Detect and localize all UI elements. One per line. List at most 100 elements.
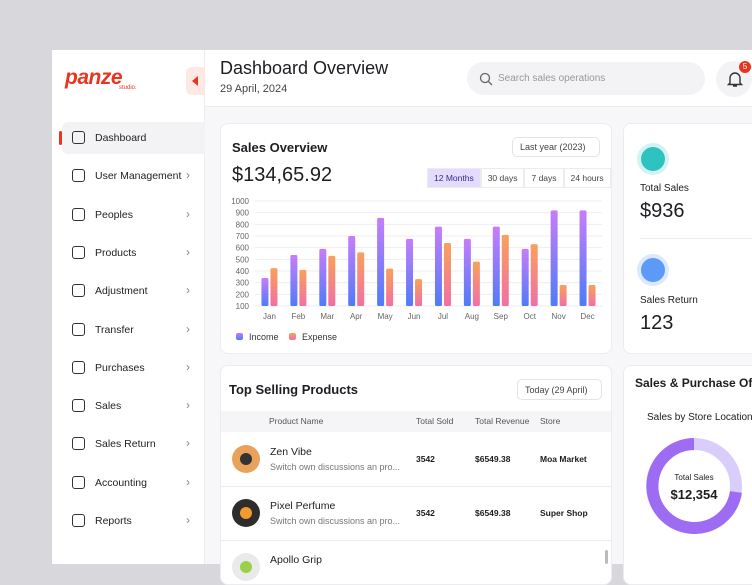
column-header: Store [540,416,561,426]
subtitle: Sales by Store Location [647,412,752,423]
divider [640,238,752,239]
nav-icon [72,475,85,489]
stat-label: Sales Return [640,295,698,306]
sales-overview-card [220,123,612,354]
nav-item[interactable]: Transfer › [62,314,205,346]
nav-item[interactable]: Adjustment › [62,275,205,307]
stat-value: 123 [640,312,674,334]
y-tick-label: 200 [236,290,250,299]
product-image [232,499,260,527]
nav-icon [72,514,85,527]
y-tick-label: 500 [236,255,250,264]
nav-item[interactable]: Reports › [62,505,205,537]
search-box[interactable]: Search sales operations [467,62,705,95]
bar [501,234,509,306]
nav-icon [72,437,85,451]
product-image-detail [240,453,252,465]
nav-icon [72,207,85,221]
product-name: Zen Vibe [270,446,312,458]
bar [328,255,336,306]
nav-item[interactable]: Accounting › [62,467,205,499]
nav-item[interactable]: Peoples › [62,199,205,231]
logo-sub: studio. [119,85,137,91]
bar [550,210,558,306]
date: 29 April, 2024 [220,83,288,95]
y-tick-label: 600 [236,244,250,253]
logo: panze [65,66,123,89]
nav-label: Reports [95,515,132,527]
search-placeholder: Search sales operations [498,73,606,84]
search-icon [479,72,493,86]
chevron: › [186,474,190,489]
x-tick-label: Feb [291,312,305,321]
card-title: Top Selling Products [229,382,359,397]
filter: Today (29 April) [525,384,588,395]
nav-label: Peoples [95,208,133,221]
chevron: › [186,283,190,298]
range-tab[interactable]: 12 Months [427,168,481,188]
bar [377,217,385,306]
column-header: Total Sold [416,416,454,426]
x-tick-label: Jan [263,312,276,321]
active-marker [59,131,62,145]
notification-badge: 5 [739,61,751,73]
bar [463,238,471,306]
collapse-button[interactable] [186,67,205,95]
donut-value: $12,354 [670,487,718,502]
x-tick-label: Jul [438,312,448,321]
product-description: Switch own discussions an pro... [270,462,401,472]
bar [530,244,538,306]
bar [521,248,529,306]
period-dropdown[interactable]: Last year (2023) [512,137,600,157]
legend-swatch [289,333,296,340]
product-image-detail [240,561,252,573]
nav-label: Sales Return [95,438,156,451]
scrollbar [605,550,608,564]
x-tick-label: Sep [494,312,509,321]
column-header: Product Name [269,416,324,426]
bar [472,261,480,306]
nav-label: Adjustment [95,285,148,298]
stat-label: Total Sales [640,183,689,194]
legend-label: Expense [302,332,337,342]
nav-label: Transfer [95,323,134,336]
nav-item[interactable]: Sales › [62,390,205,422]
nav-item[interactable]: Dashboard [62,122,205,154]
nav-item[interactable]: Sales Return › [62,428,205,460]
donut [646,438,742,534]
chevron: › [186,436,190,451]
x-tick-label: Mar [320,312,334,321]
legend-swatch [236,333,243,340]
sales-chart: 100 200 300 400 500 600 700 800 900 1000 Jan Feb Mar… [231,197,602,342]
nav-label: User Management [95,170,182,183]
range-tab[interactable]: 30 days [480,168,525,188]
chevron: › [186,398,190,413]
filter-dropdown[interactable]: Today (29 April) [517,379,602,400]
bar [434,226,442,306]
x-tick-label: May [378,312,393,321]
nav-icon [72,131,85,144]
product-description: Switch own discussions an pro... [270,516,401,526]
row-divider [221,486,611,487]
product-image [232,553,260,581]
chevron: › [186,359,190,374]
nav-icon [72,399,85,413]
cell-total-revenue: $6549.38 [475,454,511,464]
range-tab[interactable]: 7 days [524,168,564,188]
x-tick-label: Oct [523,312,536,321]
period: Last year (2023) [520,142,586,152]
nav-item[interactable]: User Management › [62,160,205,192]
nav-item[interactable]: Purchases › [62,352,205,384]
page-title: Dashboard Overview [220,58,389,78]
bar [386,268,394,306]
range-tab[interactable]: 24 hours [563,168,611,188]
nav-item[interactable]: Products › [62,237,205,269]
card-title: Sales & Purchase Of [635,376,752,390]
product-name: Apollo Grip [270,554,322,566]
bar [357,252,365,306]
bar [261,278,269,306]
legend-label: Income [249,332,279,342]
page: panze studio. Dashboard User Management › P… [52,50,752,585]
cell-total-revenue: $6549.38 [475,508,511,518]
bar [348,236,356,306]
